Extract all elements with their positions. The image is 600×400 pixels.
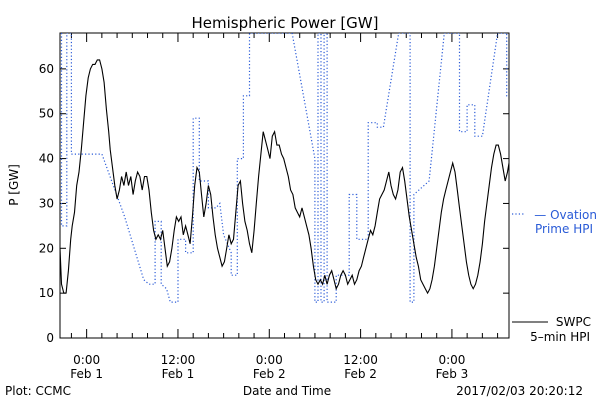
footer-timestamp: 2017/02/03 20:20:12 bbox=[456, 384, 583, 398]
y-tick-label: 10 bbox=[39, 286, 54, 300]
legend-label-ovation-line2: Prime HPI bbox=[535, 222, 593, 236]
x-tick-label-date: Feb 1 bbox=[70, 367, 103, 381]
y-tick-label: 60 bbox=[39, 62, 54, 76]
y-axis-ticks: 0 10 20 30 40 50 60 bbox=[39, 62, 509, 345]
y-tick-label: 0 bbox=[46, 331, 54, 345]
y-tick-label: 30 bbox=[39, 196, 54, 210]
legend-label-swpc-line2: 5–min HPI bbox=[530, 330, 590, 344]
x-tick-label-date: Feb 2 bbox=[344, 367, 377, 381]
series-line-ovation-prime-hpi bbox=[60, 33, 509, 303]
y-axis-label: P [GW] bbox=[7, 164, 21, 206]
chart-title: Hemispheric Power [GW] bbox=[192, 14, 379, 32]
footer-credit: Plot: CCMC bbox=[5, 384, 71, 398]
y-tick-label: 20 bbox=[39, 241, 54, 255]
plot-frame bbox=[59, 32, 510, 339]
y-tick-label: 50 bbox=[39, 107, 54, 121]
x-axis-label: Date and Time bbox=[243, 384, 331, 398]
x-tick-label-date: Feb 2 bbox=[253, 367, 286, 381]
series-line-swpc-5min-hpi bbox=[60, 59, 509, 295]
x-tick-label-time: 0:00 bbox=[73, 353, 100, 367]
legend-label-ovation-line1: — Ovation bbox=[534, 208, 597, 222]
x-tick-label-time: 0:00 bbox=[438, 353, 465, 367]
x-tick-label-time: 12:00 bbox=[343, 353, 378, 367]
x-tick-label-date: Feb 1 bbox=[162, 367, 195, 381]
x-tick-label-time: 0:00 bbox=[256, 353, 283, 367]
legend-label-swpc-line1: SWPC bbox=[556, 315, 591, 329]
x-tick-label-time: 12:00 bbox=[161, 353, 196, 367]
y-tick-label: 40 bbox=[39, 152, 54, 166]
x-tick-label-date: Feb 3 bbox=[436, 367, 469, 381]
